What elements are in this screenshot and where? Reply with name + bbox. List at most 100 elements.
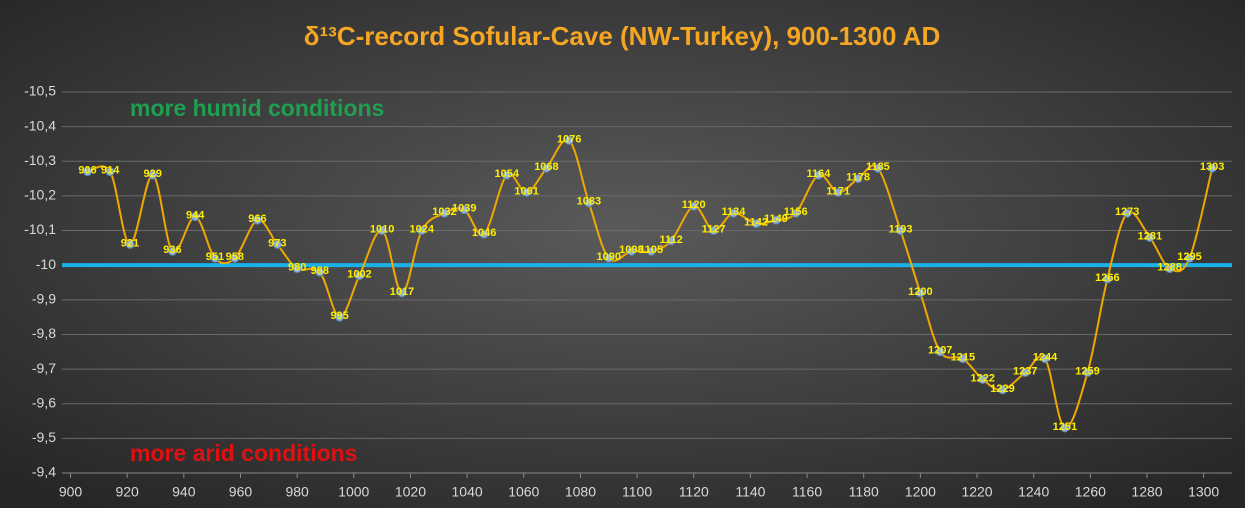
point: [315, 267, 325, 277]
point: [210, 253, 220, 263]
point: [1145, 232, 1155, 242]
data-label: 1295: [1177, 251, 1201, 263]
point: [1060, 423, 1070, 433]
data-label: 1193: [889, 223, 913, 235]
point: [1207, 163, 1217, 173]
data-label: 1303: [1200, 161, 1224, 173]
point: [1020, 368, 1030, 378]
point: [584, 198, 594, 208]
data-label: 1032: [432, 206, 456, 218]
data-label: 966: [248, 213, 266, 225]
point: [1165, 264, 1175, 274]
point: [502, 170, 512, 180]
point: [728, 208, 738, 218]
point: [354, 271, 364, 281]
point: [1083, 368, 1093, 378]
data-label: 1039: [452, 203, 476, 215]
data-label: 1105: [639, 244, 663, 256]
data-label: 1178: [846, 171, 870, 183]
data-label: 1054: [495, 168, 520, 180]
point: [689, 201, 699, 211]
y-tick-label: -9,5: [32, 429, 56, 445]
x-tick-label: 1140: [735, 484, 765, 500]
y-tick-label: -9,4: [32, 464, 56, 480]
data-label: 1112: [659, 234, 682, 246]
point: [935, 347, 945, 357]
point: [751, 219, 761, 229]
point: [666, 236, 676, 246]
point: [190, 212, 200, 222]
x-tick-label: 1060: [508, 484, 539, 500]
data-label: 944: [186, 210, 205, 222]
point: [105, 167, 115, 177]
data-label: 995: [330, 310, 348, 322]
point: [272, 239, 282, 249]
data-label: 1251: [1053, 421, 1077, 433]
point: [167, 246, 177, 256]
point: [626, 246, 636, 256]
data-label: 1142: [744, 217, 768, 229]
point: [1122, 208, 1132, 218]
point: [459, 205, 469, 215]
x-tick-label: 1300: [1188, 484, 1219, 500]
point: [896, 226, 906, 236]
data-label: 1288: [1157, 262, 1181, 274]
data-label: 1120: [682, 199, 706, 211]
data-label: 906: [78, 165, 96, 177]
data-label: 988: [311, 265, 329, 277]
y-tick-label: -9,6: [32, 394, 56, 410]
point: [564, 135, 574, 145]
point: [230, 253, 240, 263]
y-tick-label: -10,3: [24, 152, 56, 168]
point: [522, 187, 532, 197]
x-tick-label: 1080: [565, 484, 596, 500]
data-label: 973: [268, 237, 286, 249]
annotation: more arid conditions: [130, 440, 357, 466]
x-tick-label: 1120: [679, 484, 709, 500]
data-label: 1156: [784, 206, 808, 218]
point: [125, 239, 135, 249]
x-tick-label: 1160: [792, 484, 822, 500]
data-label: 921: [121, 237, 139, 249]
x-tick-label: 1040: [452, 484, 483, 500]
data-label: 1149: [764, 213, 788, 225]
data-label: 1266: [1095, 272, 1119, 284]
data-label: 1222: [970, 372, 994, 384]
point: [813, 170, 823, 180]
data-label: 1200: [908, 286, 932, 298]
y-tick-label: -9,9: [32, 291, 56, 307]
x-tick-label: 920: [115, 484, 139, 500]
point: [873, 163, 883, 173]
data-label: 1046: [472, 227, 496, 239]
data-label: 980: [288, 262, 306, 274]
y-tick-label: -10: [36, 256, 56, 272]
point: [604, 253, 614, 263]
x-tick-label: 900: [59, 484, 83, 500]
point: [479, 229, 489, 239]
y-tick-label: -10,1: [24, 221, 56, 237]
point: [82, 167, 92, 177]
point: [1185, 253, 1195, 263]
point: [541, 163, 551, 173]
annotation: more humid conditions: [130, 95, 384, 121]
data-label: 936: [163, 244, 181, 256]
point: [915, 288, 925, 298]
x-tick-label: 980: [285, 484, 309, 500]
point: [397, 288, 407, 298]
point: [439, 208, 449, 218]
data-label: 1068: [534, 161, 558, 173]
data-label: 1244: [1033, 352, 1058, 364]
x-tick-label: 1280: [1131, 484, 1162, 500]
chart-title: δ¹³C-record Sofular-Cave (NW-Turkey), 90…: [304, 21, 941, 51]
data-label: 1273: [1115, 206, 1139, 218]
point: [417, 226, 427, 236]
data-label: 1281: [1138, 230, 1162, 242]
data-label: 1134: [721, 206, 746, 218]
data-label: 1185: [866, 161, 890, 173]
y-tick-label: -10,4: [24, 117, 56, 133]
point: [292, 264, 302, 274]
data-label: 1171: [826, 185, 850, 197]
data-label: 914: [101, 165, 120, 177]
